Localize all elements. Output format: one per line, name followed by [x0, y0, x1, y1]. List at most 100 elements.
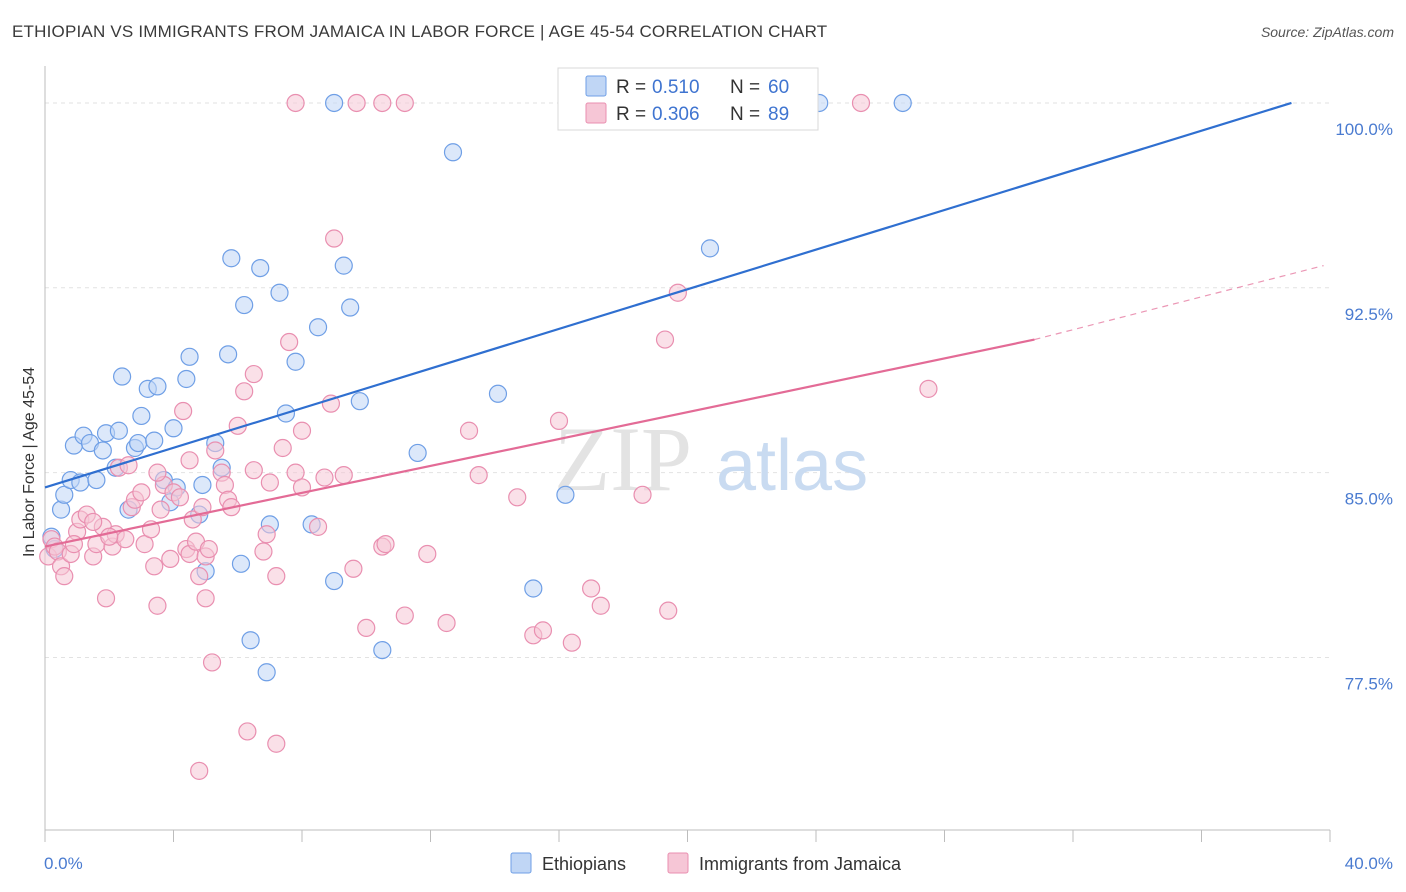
point-jamaica: [273, 438, 292, 458]
chart-title: ETHIOPIAN VS IMMIGRANTS FROM JAMAICA IN …: [12, 22, 828, 41]
point-jamaica: [325, 229, 344, 248]
point-jamaica: [235, 382, 254, 401]
point-jamaica: [202, 653, 222, 672]
point-jamaica: [582, 579, 601, 598]
y-tick-label: 85.0%: [1345, 490, 1393, 509]
data-points: [39, 93, 938, 780]
point-ethiopians: [148, 377, 167, 396]
point-jamaica: [84, 512, 103, 532]
axes: [44, 66, 1331, 842]
point-jamaica: [96, 589, 116, 608]
point-jamaica: [344, 559, 363, 578]
point-jamaica: [315, 468, 334, 487]
point-jamaica: [116, 530, 135, 549]
legend-r-value-1: 0.510: [652, 77, 700, 98]
point-jamaica: [395, 93, 414, 113]
point-jamaica: [148, 463, 167, 482]
point-ethiopians: [129, 433, 148, 453]
gridlines: [45, 102, 1330, 658]
point-jamaica: [148, 596, 167, 615]
point-jamaica: [373, 93, 392, 113]
point-jamaica: [206, 441, 225, 460]
x-tick-label-max: 40.0%: [1345, 854, 1393, 873]
point-jamaica: [199, 539, 218, 559]
bottom-legend-swatch-ethiopians: [510, 852, 532, 874]
point-ethiopians: [325, 93, 344, 113]
point-jamaica: [193, 498, 212, 517]
point-jamaica: [190, 761, 209, 780]
point-jamaica: [292, 421, 312, 440]
point-ethiopians: [177, 369, 196, 389]
watermark-zip: ZIP: [554, 408, 692, 510]
point-ethiopians: [251, 258, 270, 278]
point-ethiopians: [235, 295, 254, 315]
source-credit: Source: ZipAtlas.com: [1260, 24, 1394, 40]
point-jamaica: [267, 734, 286, 753]
point-jamaica: [55, 567, 74, 586]
point-ethiopians: [350, 392, 369, 411]
point-jamaica: [280, 332, 299, 352]
point-jamaica: [562, 633, 581, 652]
y-tick-label: 92.5%: [1345, 305, 1393, 324]
legend-swatch-jamaica: [585, 102, 607, 124]
bottom-legend-swatch-jamaica: [667, 852, 689, 874]
point-jamaica: [257, 525, 276, 544]
y-tick-label: 100.0%: [1335, 120, 1393, 139]
point-ethiopians: [112, 367, 132, 386]
point-jamaica: [357, 618, 376, 638]
legend-r-value-2: 0.306: [652, 104, 700, 125]
point-jamaica: [132, 483, 151, 502]
point-jamaica: [437, 613, 456, 633]
legend-r-label-1: R =: [616, 77, 646, 98]
point-ethiopians: [270, 283, 289, 302]
point-jamaica: [244, 461, 263, 480]
point-jamaica: [254, 542, 273, 561]
point-jamaica: [321, 394, 341, 413]
point-ethiopians: [700, 239, 720, 258]
legend-r-label-2: R =: [616, 104, 646, 125]
legend-n-label-2: N =: [730, 104, 760, 125]
point-jamaica: [260, 473, 279, 492]
point-jamaica: [851, 93, 871, 113]
point-jamaica: [267, 567, 286, 586]
point-ethiopians: [93, 441, 112, 460]
point-jamaica: [170, 488, 190, 507]
point-ethiopians: [164, 419, 183, 438]
legend-box: R = 0.510 N = 60 R = 0.306 N = 89: [557, 67, 819, 131]
legend-n-label-1: N =: [730, 77, 760, 98]
point-jamaica: [395, 606, 414, 625]
watermark: ZIP atlas: [554, 408, 868, 510]
point-ethiopians: [373, 640, 392, 660]
point-ethiopians: [51, 500, 71, 519]
point-jamaica: [469, 466, 488, 485]
point-ethiopians: [222, 249, 241, 268]
point-ethiopians: [109, 421, 128, 440]
y-tick-label: 77.5%: [1345, 674, 1393, 693]
point-jamaica: [190, 567, 209, 586]
point-jamaica: [655, 330, 675, 349]
point-jamaica: [334, 466, 353, 485]
point-jamaica: [215, 475, 234, 495]
point-ethiopians: [145, 431, 164, 450]
point-jamaica: [659, 601, 678, 620]
bottom-legend-label-ethiopians: Ethiopians: [542, 854, 626, 874]
point-jamaica: [418, 544, 437, 564]
y-tick-labels: 77.5% 85.0% 92.5% 100.0%: [1335, 120, 1393, 694]
point-jamaica: [238, 722, 257, 741]
point-jamaica: [244, 364, 263, 384]
point-ethiopians: [231, 554, 251, 573]
point-jamaica: [161, 549, 180, 569]
point-ethiopians: [893, 93, 912, 113]
point-jamaica: [145, 557, 164, 576]
point-jamaica: [347, 93, 366, 113]
watermark-atlas: atlas: [716, 426, 868, 506]
point-ethiopians: [556, 485, 575, 504]
legend-swatch-ethiopians: [585, 75, 607, 97]
point-jamaica: [151, 500, 170, 519]
point-jamaica: [508, 488, 527, 507]
point-ethiopians: [443, 143, 463, 162]
point-jamaica: [308, 517, 328, 536]
point-ethiopians: [257, 663, 276, 682]
point-jamaica: [196, 589, 215, 608]
